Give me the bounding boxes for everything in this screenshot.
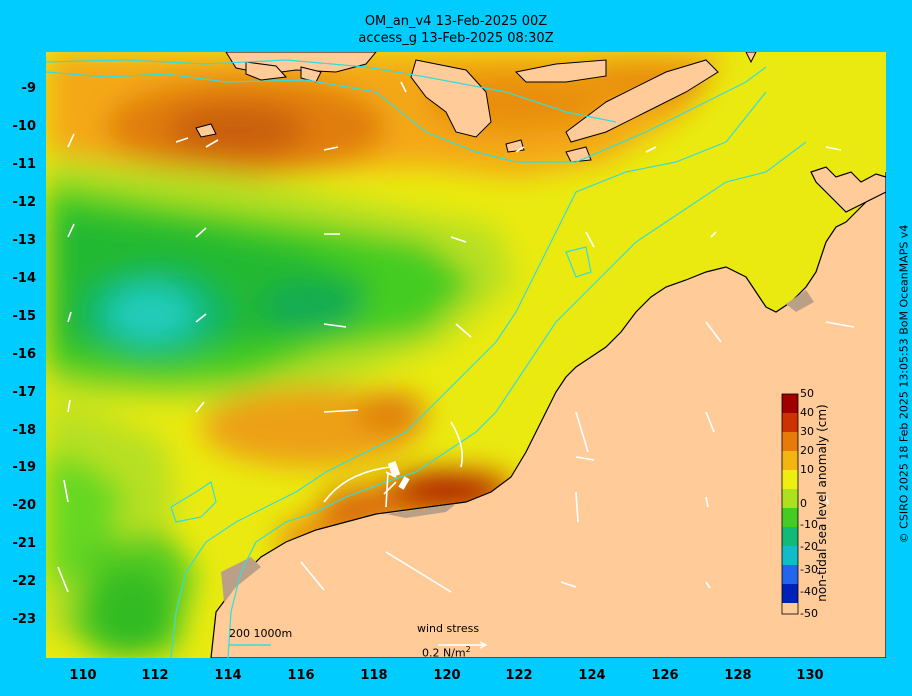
lat-tick: -19: [12, 460, 37, 475]
colorbar: [781, 393, 799, 615]
map-title-line2: access_g 13-Feb-2025 08:30Z: [358, 31, 554, 46]
lat-tick: -18: [12, 423, 37, 438]
lat-tick: -15: [12, 309, 37, 324]
credit-text: © CSIRO 2025 18 Feb 2025 13:05:53 BoM Oc…: [897, 224, 911, 544]
isobath-contours: [46, 59, 807, 658]
lon-tick: 110: [69, 668, 97, 683]
lon-tick: 118: [360, 668, 388, 683]
wind-stress-vectors: [57, 81, 855, 593]
colorbar-title: non-tidal sea level anomaly (cm): [815, 404, 829, 602]
colorbar-tick: 10: [800, 463, 814, 476]
lon-tick: 124: [578, 668, 606, 683]
wind-stress-label: wind stress: [417, 622, 480, 635]
lon-tick: 128: [724, 668, 752, 683]
wind-stress-scale-exponent: 2: [465, 645, 471, 654]
lat-tick: -16: [12, 347, 37, 362]
lat-tick: -11: [12, 157, 37, 172]
colorbar-tick: -10: [800, 518, 818, 531]
colorbar-tick: 50: [800, 387, 814, 400]
lon-tick: 130: [796, 668, 824, 683]
isobath-legend: 200 1000m: [229, 627, 293, 640]
wind-stress-scale-value: 0.2 N/m: [422, 646, 466, 660]
lat-tick: -23: [12, 612, 37, 627]
wind-stress-scale: 0.2 N/m2: [422, 645, 471, 660]
sea-level-map: [46, 52, 886, 658]
lat-tick: -21: [12, 536, 37, 551]
lat-tick: -17: [12, 385, 37, 400]
colorbar-tick: 40: [800, 406, 814, 419]
lat-tick: -22: [12, 574, 37, 589]
lat-tick: -10: [12, 119, 37, 134]
lon-tick: 112: [141, 668, 169, 683]
colorbar-tick: -40: [800, 585, 818, 598]
colorbar-tick: -30: [800, 563, 818, 576]
lon-tick: 126: [651, 668, 679, 683]
lon-tick: 116: [287, 668, 315, 683]
lon-tick: 114: [214, 668, 242, 683]
colorbar-tick: 20: [800, 444, 814, 457]
lat-tick: -20: [12, 498, 37, 513]
colorbar-tick: 0: [800, 497, 807, 510]
lat-tick: -13: [12, 233, 37, 248]
australia-land: [210, 166, 886, 658]
lat-tick: -14: [12, 271, 37, 286]
lon-tick: 122: [505, 668, 533, 683]
lon-tick: 120: [433, 668, 461, 683]
northern-islands: [195, 52, 757, 163]
colorbar-tick: 30: [800, 425, 814, 438]
map-title-line1: OM_an_v4 13-Feb-2025 00Z: [364, 14, 548, 29]
lat-tick: -12: [12, 195, 37, 210]
colorbar-tick: -50: [800, 607, 818, 620]
colorbar-tick: -20: [800, 540, 818, 553]
lat-tick: -9: [21, 81, 36, 96]
